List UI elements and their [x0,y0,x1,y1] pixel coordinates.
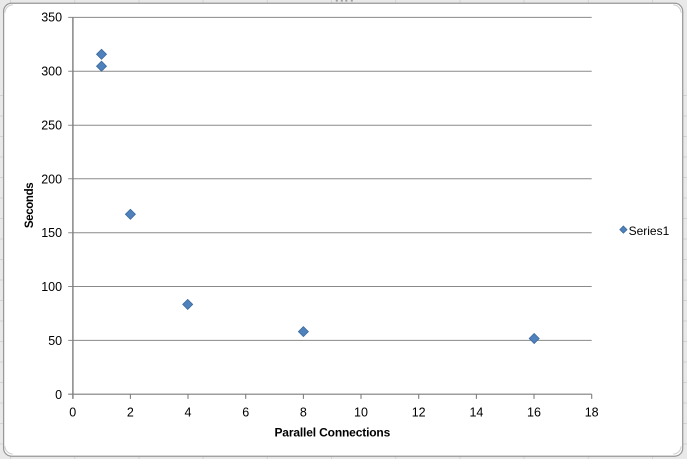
svg-text:8: 8 [300,406,307,420]
svg-text:50: 50 [48,334,62,348]
svg-text:300: 300 [41,65,62,79]
svg-text:18: 18 [585,406,599,420]
svg-text:Seconds: Seconds [24,183,36,228]
svg-text:10: 10 [354,406,368,420]
svg-text:250: 250 [41,118,62,132]
svg-text:150: 150 [41,226,62,240]
svg-text:14: 14 [469,406,483,420]
svg-text:4: 4 [185,406,192,420]
svg-text:Parallel Connections: Parallel Connections [274,425,390,439]
svg-text:12: 12 [412,406,426,420]
svg-text:0: 0 [69,406,76,420]
svg-text:6: 6 [242,406,249,420]
svg-text:100: 100 [41,280,62,294]
svg-text:350: 350 [41,11,62,25]
svg-text:200: 200 [41,172,62,186]
svg-text:16: 16 [527,406,541,420]
svg-text:Series1: Series1 [629,224,670,238]
svg-text:0: 0 [55,388,62,402]
svg-text:2: 2 [127,406,134,420]
